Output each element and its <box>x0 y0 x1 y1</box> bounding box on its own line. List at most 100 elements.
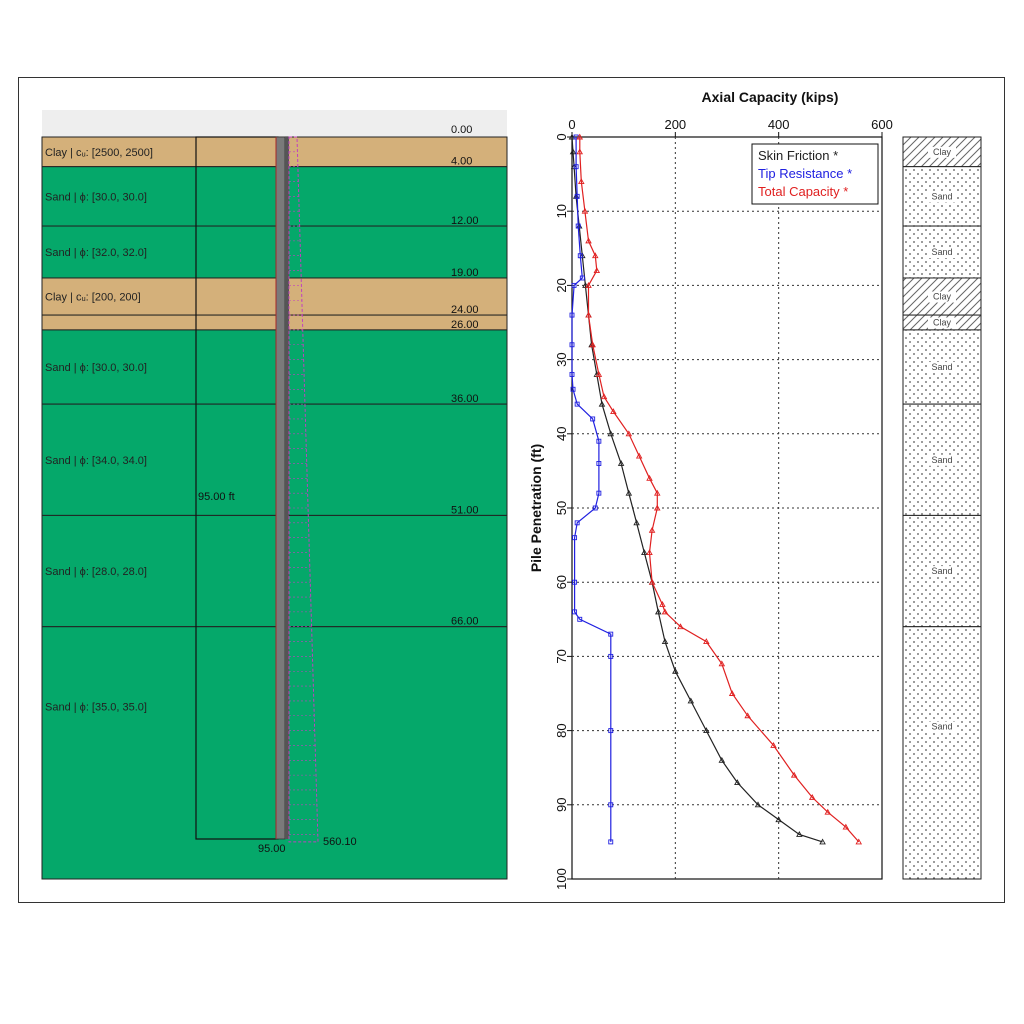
data-point-skin-friction <box>598 400 606 407</box>
data-point-skin-friction <box>819 838 826 845</box>
data-point-tip-resistance <box>596 461 602 466</box>
data-point-tip-resistance <box>608 802 614 808</box>
soil-layer-depth-label: 26.00 <box>451 319 479 331</box>
strip-layer-label: Sand <box>931 566 952 576</box>
data-point-total-capacity <box>646 474 653 481</box>
strip-label-bg <box>928 721 956 733</box>
data-point-total-capacity <box>661 608 669 615</box>
data-point-total-capacity <box>659 601 666 607</box>
data-point-tip-resistance <box>572 579 578 585</box>
soil-layer-label: Clay | cᵤ: [2500, 2500] <box>45 147 153 159</box>
y-tick-label: 20 <box>554 278 569 292</box>
data-point-total-capacity <box>610 408 617 414</box>
data-point-skin-friction <box>796 831 803 837</box>
data-point-tip-resistance <box>574 193 580 199</box>
y-tick-label: 10 <box>554 204 569 218</box>
data-point-total-capacity <box>790 771 798 778</box>
soil-layer-labels: Clay | cᵤ: [2500, 2500] Sand | ϕ: [30.0, … <box>45 147 153 714</box>
soil-layer-label: Sand | ϕ: [34.0, 34.0] <box>45 455 147 467</box>
capacity-diagram <box>288 136 319 843</box>
soil-layer-sand <box>41 329 508 405</box>
data-point-skin-friction <box>655 608 662 615</box>
data-point-total-capacity <box>578 178 585 184</box>
y-tick-label: 40 <box>554 427 569 441</box>
chart-legend: Skin Friction * Tip Resistance * Total C… <box>751 143 879 205</box>
soil-layer-depth-label: 36.00 <box>451 393 479 405</box>
y-tick-label: 50 <box>554 501 569 515</box>
profile-header-strip <box>42 110 507 137</box>
series-line-total-capacity <box>579 137 860 843</box>
data-point-tip-resistance <box>577 616 583 622</box>
data-point-tip-resistance <box>596 438 602 444</box>
chart-grid <box>572 137 882 879</box>
data-point-total-capacity <box>589 341 596 348</box>
data-point-skin-friction <box>775 816 782 823</box>
data-point-tip-resistance <box>608 631 614 637</box>
data-point-total-capacity <box>653 504 661 511</box>
data-point-total-capacity <box>653 489 661 496</box>
data-point-skin-friction <box>625 489 633 496</box>
chart-title: Axial Capacity (kips) <box>702 89 839 105</box>
pile-tip-capacity-label: 560.10 <box>323 836 357 848</box>
data-point-total-capacity <box>842 823 850 830</box>
data-point-tip-resistance <box>569 342 575 348</box>
strip-layer-label: Clay <box>933 318 952 328</box>
data-point-tip-resistance <box>579 275 585 281</box>
capacity-chart: Axial Capacity (kips) 0 200 400 600 0 10 20 30… <box>528 89 893 890</box>
data-point-total-capacity <box>595 371 603 377</box>
soil-layer-label: Sand | ϕ: [30.0, 30.0] <box>45 362 147 374</box>
data-point-skin-friction <box>672 667 679 674</box>
data-point-tip-resistance <box>574 401 580 407</box>
legend-total-capacity: Total Capacity * <box>758 184 848 199</box>
data-point-total-capacity <box>824 808 832 815</box>
soil-layer-sand <box>41 225 508 279</box>
y-tick-label: 0 <box>554 133 569 140</box>
soil-layer-depth-label: 51.00 <box>451 504 479 516</box>
data-point-skin-friction <box>703 727 710 734</box>
data-point-total-capacity <box>585 281 592 288</box>
data-point-total-capacity <box>728 690 736 696</box>
strip-layer-label: Sand <box>931 455 952 465</box>
data-point-total-capacity <box>585 311 592 318</box>
data-point-tip-resistance <box>571 282 577 288</box>
soil-layer-depth-label: 12.00 <box>451 215 479 227</box>
soil-layer-clay <box>41 314 508 331</box>
pile-shaft-shadow <box>285 137 289 839</box>
strip-label-bg <box>928 317 956 329</box>
soil-profile-panel: Clay | cᵤ: [2500, 2500] Sand | ϕ: [30.0, … <box>41 110 508 880</box>
data-point-tip-resistance <box>592 505 598 511</box>
soil-depth-labels: 4.00 12.00 19.00 24.00 26.00 36.00 51.00 66.00 <box>451 156 479 628</box>
data-point-total-capacity <box>625 430 633 437</box>
soil-layers <box>41 136 508 880</box>
chart-series <box>568 133 863 845</box>
strip-label-bg <box>928 362 956 374</box>
strip-layer-sand <box>902 626 982 880</box>
data-point-skin-friction <box>582 281 589 288</box>
soil-layer-label: Sand | ϕ: [28.0, 28.0] <box>45 566 147 578</box>
legend-tip-resistance: Tip Resistance * <box>758 166 852 181</box>
x-axis-ticks: 0 200 400 600 <box>568 117 893 137</box>
data-point-tip-resistance <box>570 386 576 392</box>
x-tick-label: 400 <box>768 117 790 132</box>
series-total-capacity <box>576 133 863 845</box>
data-point-skin-friction <box>607 430 615 437</box>
data-point-skin-friction <box>718 756 726 763</box>
data-point-tip-resistance <box>572 535 578 541</box>
strip-layer-label: Clay <box>933 292 952 302</box>
strip-label-bg <box>928 191 956 203</box>
data-point-total-capacity <box>581 207 589 214</box>
y-axis-label: Pile Penetration (ft) <box>528 444 544 572</box>
data-point-total-capacity <box>576 133 584 140</box>
legend-skin-friction: Skin Friction * <box>758 148 838 163</box>
data-point-tip-resistance <box>596 490 602 496</box>
data-point-tip-resistance <box>573 164 579 170</box>
series-line-skin-friction <box>571 136 823 843</box>
strip-layer-label: Clay <box>933 147 952 157</box>
y-tick-label: 60 <box>554 575 569 589</box>
data-point-skin-friction <box>569 148 577 155</box>
data-point-skin-friction <box>641 549 648 555</box>
soil-layer-depth-label: 19.00 <box>451 267 479 279</box>
y-tick-label: 90 <box>554 798 569 812</box>
data-point-tip-resistance <box>608 653 614 659</box>
capacity-diagram-outline <box>288 136 319 843</box>
